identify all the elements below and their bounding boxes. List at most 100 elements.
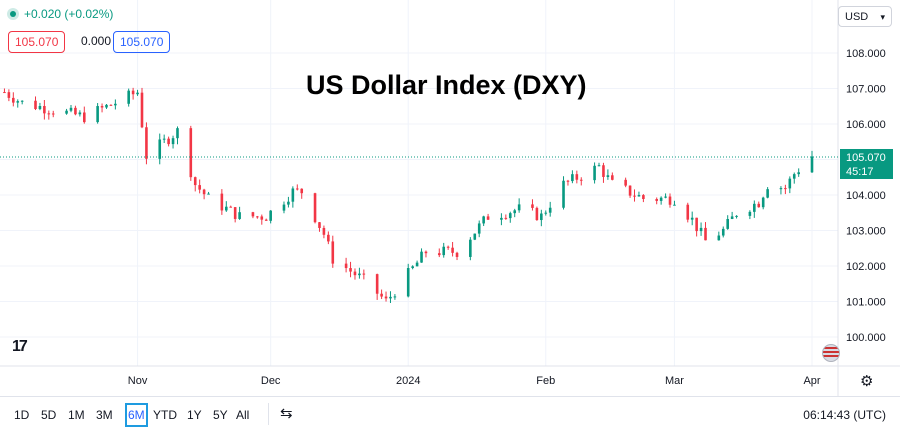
timeframe-1y[interactable]: 1Y [187, 408, 202, 422]
candle-body [704, 227, 707, 241]
candle-body [637, 195, 641, 197]
timeframe-5d[interactable]: 5D [41, 408, 57, 422]
currency-select-label: USD [845, 11, 869, 23]
candle-body [606, 175, 610, 177]
tradingview-logo-icon[interactable]: 17 [12, 338, 28, 355]
candle-body [189, 128, 193, 178]
candle-body [167, 138, 170, 145]
timeframe-ytd[interactable]: YTD [153, 408, 177, 422]
candle-body [193, 177, 197, 186]
candle-body [562, 180, 565, 208]
price-chart[interactable]: 108.000107.000106.000105.000104.000103.0… [0, 0, 900, 396]
candle-body [96, 106, 99, 123]
candle-body [256, 216, 259, 218]
last-price-value: 105.070 [846, 152, 886, 164]
currency-select[interactable]: USD ▾ [838, 6, 892, 27]
timeframe-6m[interactable]: 6M [125, 403, 148, 427]
candle-body [202, 189, 206, 195]
candle-body [260, 216, 264, 220]
candle-body [162, 138, 166, 140]
candle-body [624, 179, 627, 186]
candle-body [362, 273, 366, 275]
buy-price-box[interactable]: 105.070 [113, 31, 171, 53]
candle-body [295, 188, 299, 190]
candle-body [406, 268, 410, 297]
candle-body [730, 216, 734, 220]
timeframe-all[interactable]: All [236, 408, 250, 422]
us-flag-icon [822, 344, 840, 362]
candle-body [664, 196, 667, 198]
candle-body [575, 174, 579, 180]
candle-body [51, 113, 55, 115]
last-price-tag: 105.070 45:17 [840, 149, 893, 179]
candle-body [331, 241, 335, 264]
candle-body [442, 246, 446, 256]
candle-body [757, 203, 761, 208]
x-tick-label: Dec [261, 375, 281, 387]
spread-value: 0.000 [81, 34, 112, 48]
candle-body [544, 212, 548, 214]
candle-body [500, 217, 503, 220]
candle-body [318, 222, 321, 228]
timeframe-5y[interactable]: 5Y [213, 408, 228, 422]
candle-body [358, 273, 361, 276]
candle-body [74, 107, 77, 115]
candle-body [535, 207, 539, 221]
candle-body [437, 253, 441, 256]
candle-body [761, 197, 765, 208]
candle-body [127, 90, 130, 104]
candle-body [424, 251, 428, 254]
candle-body [224, 206, 228, 211]
chart-title: US Dollar Index (DXY) [306, 70, 587, 100]
x-tick-label: Mar [665, 375, 684, 387]
candle-body [717, 235, 721, 241]
candle-body [810, 156, 814, 173]
candle-body [571, 174, 574, 182]
timeframe-1m[interactable]: 1M [68, 408, 85, 422]
bar-countdown: 45:17 [846, 166, 874, 178]
candle-body [109, 104, 113, 106]
candle-body [300, 188, 304, 194]
candle-body [451, 247, 454, 253]
candle-body [207, 193, 210, 195]
candle-body [131, 90, 135, 95]
chevron-down-icon: ▾ [880, 12, 885, 22]
candle-body [20, 100, 24, 102]
candle-body [322, 227, 326, 235]
candle-body [788, 178, 792, 189]
candle-body [353, 271, 357, 276]
candle-body [176, 128, 179, 139]
candle-body [508, 213, 512, 219]
timeframe-1d[interactable]: 1D [14, 408, 30, 422]
sell-price-box[interactable]: 105.070 [8, 31, 66, 53]
candle-body [198, 185, 201, 190]
candle-body [100, 106, 104, 108]
candle-body [65, 110, 68, 114]
candle-body [517, 204, 521, 211]
bottom-toolbar: 1D 5D 1M 3M 6M YTD 1Y 5Y All ⇆ 06:14:43 (UTC) [0, 396, 900, 433]
candle-body [548, 207, 552, 213]
candle-body [642, 195, 645, 200]
candle-body [690, 217, 694, 220]
candle-body [695, 217, 698, 232]
candle-body [78, 112, 82, 115]
candle-body [513, 210, 517, 214]
candle-body [34, 100, 37, 110]
candle-body [699, 227, 703, 232]
y-tick-label: 100.000 [846, 332, 886, 344]
utc-clock[interactable]: 06:14:43 (UTC) [803, 408, 886, 422]
x-tick-label: Apr [803, 375, 820, 387]
candle-body [482, 216, 485, 224]
candle-body [415, 262, 419, 267]
gear-icon[interactable]: ⚙ [860, 373, 874, 390]
candle-body [251, 212, 255, 217]
candle-body [384, 296, 388, 299]
timeframe-3m[interactable]: 3M [96, 408, 113, 422]
x-tick-label: 2024 [396, 375, 420, 387]
candle-body [158, 139, 162, 159]
candle-body [264, 219, 268, 221]
candle-body [726, 219, 729, 229]
candle-body [3, 92, 6, 94]
candle-body [389, 296, 392, 299]
date-range-icon[interactable]: ⇆ [280, 405, 293, 422]
